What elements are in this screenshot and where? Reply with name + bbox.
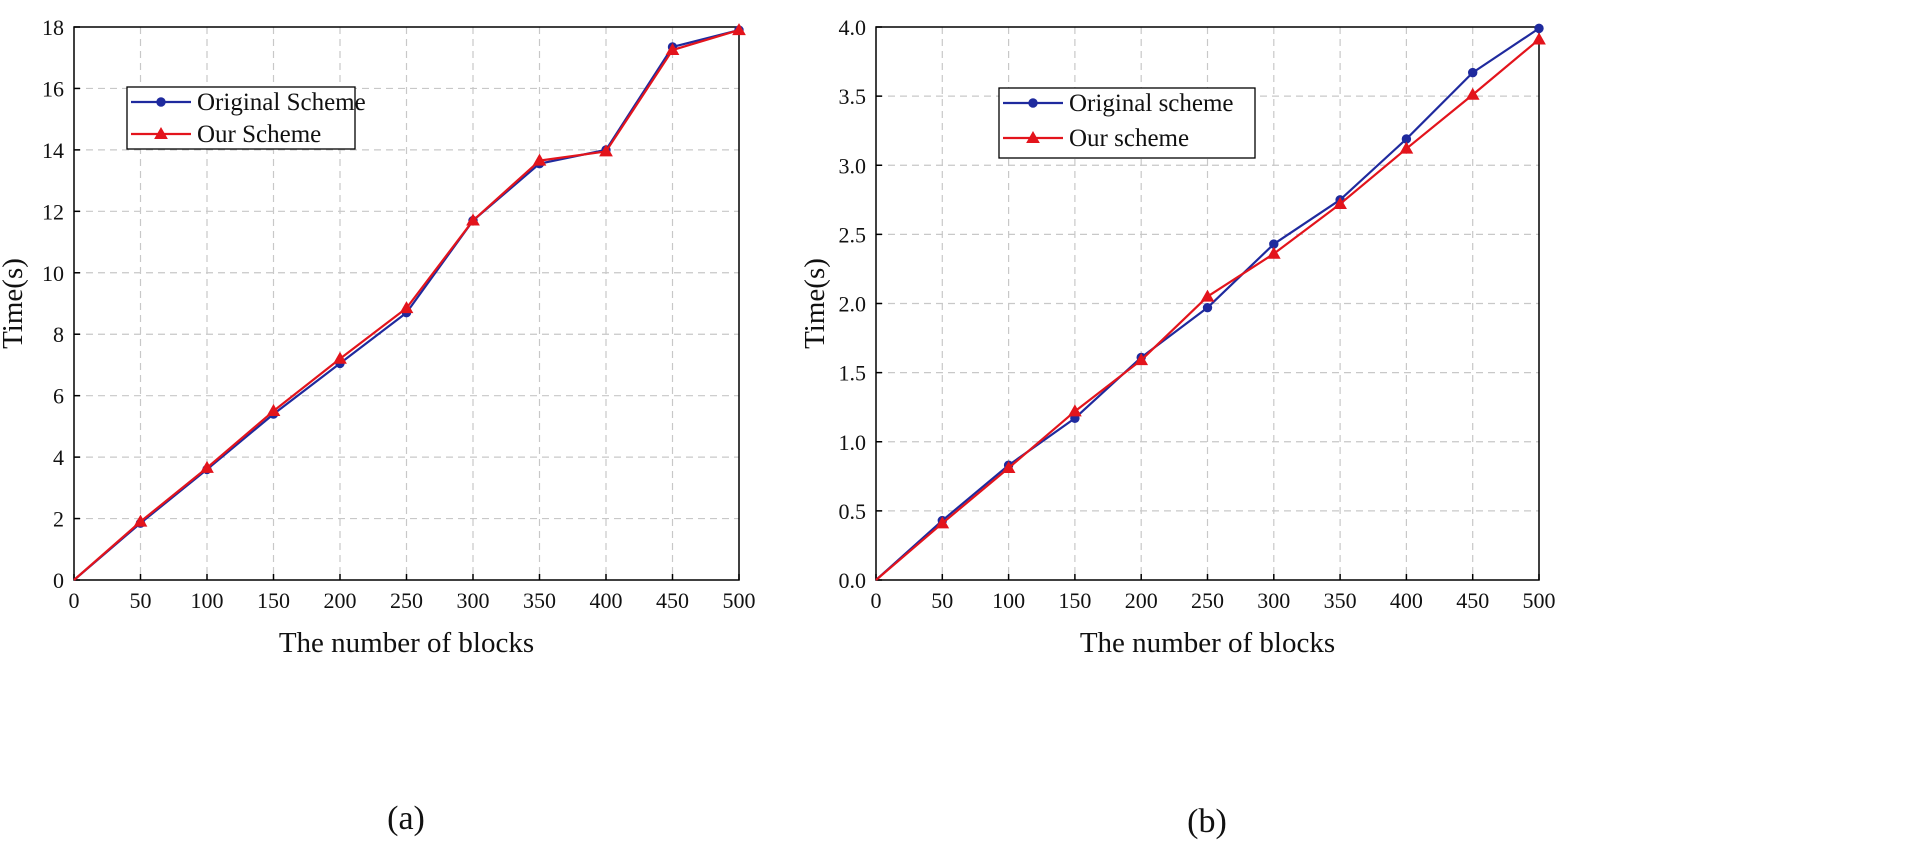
data-point	[1266, 246, 1281, 259]
x-tick-label: 50	[931, 588, 953, 613]
legend-swatch-marker	[154, 126, 168, 139]
y-tick-label: 1.0	[839, 430, 867, 455]
y-tick-label: 6	[53, 384, 64, 409]
legend-label: Original scheme	[1069, 90, 1234, 117]
x-tick-label: 500	[1523, 588, 1556, 613]
y-tick-label: 4.0	[839, 15, 867, 40]
y-tick-label: 4	[53, 445, 64, 470]
data-point	[599, 144, 613, 157]
data-point	[665, 43, 680, 56]
x-tick-label: 150	[257, 588, 290, 613]
x-axis-title: The number of blocks	[1080, 627, 1335, 659]
x-tick-label: 50	[130, 588, 152, 613]
x-tick-label: 300	[457, 588, 490, 613]
y-tick-label: 1.5	[839, 361, 867, 386]
data-point	[399, 301, 414, 314]
data-point	[935, 516, 950, 529]
x-tick-label: 400	[1390, 588, 1423, 613]
x-tick-label: 500	[723, 588, 756, 613]
y-axis-title: Time(s)	[799, 258, 831, 349]
x-tick-label: 100	[191, 588, 224, 613]
data-point	[466, 213, 480, 226]
grid	[74, 27, 739, 580]
data-point	[1399, 141, 1414, 154]
chart-panel-a: 0 50 100 150 200 250 300 350 400 450 500 0 2 4 6 8 10 12 1…	[0, 15, 756, 837]
data-point	[1333, 196, 1347, 209]
data-point	[1468, 67, 1478, 78]
x-tick-label: 300	[1257, 588, 1290, 613]
data-point	[1465, 87, 1480, 100]
y-tick-label: 0.0	[839, 568, 867, 593]
data-point	[1532, 32, 1546, 45]
y-tick-label: 2.5	[839, 222, 867, 247]
data-point	[266, 404, 281, 417]
data-point	[532, 153, 547, 166]
x-tick-label: 200	[1125, 588, 1158, 613]
legend-swatch-marker	[1028, 98, 1038, 108]
y-tick-label: 14	[42, 138, 64, 163]
data-point	[200, 460, 214, 473]
x-axis-title: The number of blocks	[279, 627, 534, 659]
legend-swatch-marker	[1026, 130, 1040, 143]
x-tick-label: 0	[871, 588, 882, 613]
series-our	[73, 23, 746, 581]
legend-label: Original Scheme	[197, 89, 366, 116]
y-tick-label: 3.5	[839, 84, 867, 109]
data-point	[732, 23, 746, 36]
y-tick-label: 0.5	[839, 499, 867, 524]
x-tick-label: 350	[523, 588, 556, 613]
data-point	[1534, 23, 1544, 34]
x-tick-label: 450	[656, 588, 689, 613]
x-tick-label: 250	[390, 588, 423, 613]
data-point	[1134, 353, 1149, 366]
x-tick-label: 250	[1191, 588, 1224, 613]
legend-swatch-marker	[156, 97, 166, 107]
x-tick-label: 100	[992, 588, 1025, 613]
y-tick-label: 18	[42, 15, 64, 40]
legend: Original Scheme Our Scheme	[126, 86, 366, 150]
data-point	[1202, 302, 1213, 313]
x-tick-label: 0	[69, 588, 80, 613]
x-tick-label: 450	[1456, 588, 1489, 613]
chart-panel-b: 0 50 100 150 200 250 300 350 400 450 500 0.0 0.5 1.0 1…	[799, 15, 1556, 840]
data-point	[1200, 289, 1215, 302]
panel-label: (b)	[1187, 803, 1227, 840]
data-point	[133, 514, 148, 527]
legend-box	[998, 87, 1256, 159]
x-tick-label: 350	[1324, 588, 1357, 613]
y-tick-label: 2.0	[839, 292, 867, 317]
grid	[876, 27, 1539, 580]
data-point	[1001, 461, 1016, 474]
y-tick-label: 3.0	[839, 153, 867, 178]
panel-label: (a)	[387, 800, 425, 837]
y-tick-label: 2	[53, 507, 64, 532]
data-point	[333, 351, 347, 364]
x-tick-label: 400	[590, 588, 623, 613]
y-axis-title: Time(s)	[0, 258, 29, 349]
y-tick-label: 10	[42, 261, 64, 286]
legend-label: Our scheme	[1069, 125, 1189, 152]
y-tick-label: 16	[42, 76, 64, 101]
series-our	[875, 32, 1546, 581]
x-tick-label: 200	[324, 588, 357, 613]
y-tick-label: 12	[42, 199, 64, 224]
y-tick-label: 0	[53, 568, 64, 593]
x-tick-label: 150	[1058, 588, 1091, 613]
data-point	[1068, 404, 1082, 417]
y-tick-label: 8	[53, 322, 64, 347]
legend-label: Our Scheme	[197, 121, 321, 148]
legend: Original scheme Our scheme	[998, 87, 1256, 159]
